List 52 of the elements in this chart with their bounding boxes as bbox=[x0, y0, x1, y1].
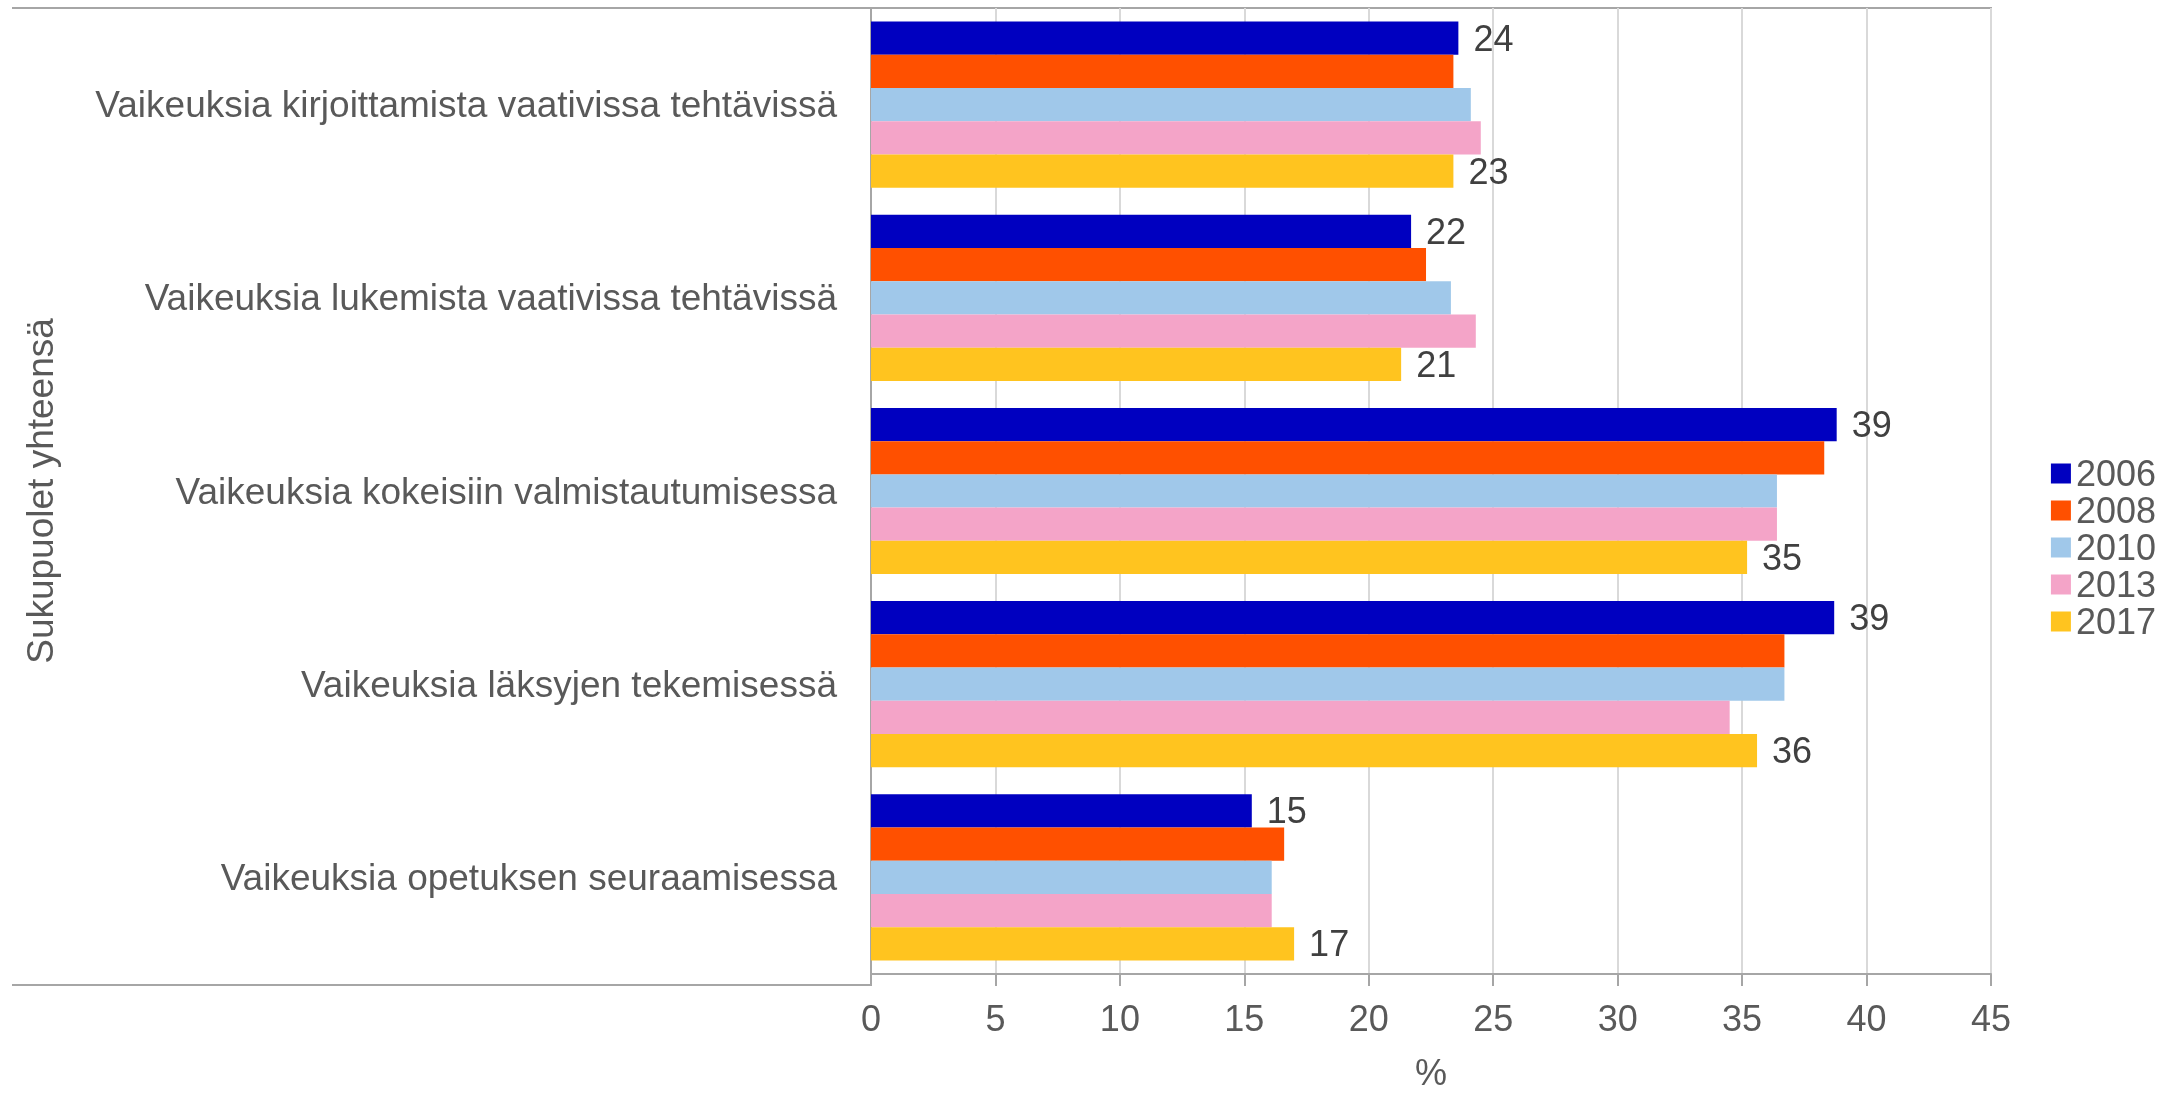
bar bbox=[871, 601, 1835, 635]
bar bbox=[871, 87, 1471, 122]
bar bbox=[871, 474, 1777, 508]
bar bbox=[871, 927, 1295, 961]
data-label: 35 bbox=[1762, 536, 1803, 578]
y-axis-title: Sukupuolet yhteensä bbox=[20, 317, 61, 664]
bar bbox=[871, 21, 1459, 55]
bar bbox=[871, 860, 1272, 895]
x-tick-label: 5 bbox=[985, 997, 1006, 1039]
x-tick-label: 15 bbox=[1224, 997, 1265, 1039]
data-label: 21 bbox=[1416, 343, 1457, 385]
data-label: 36 bbox=[1772, 730, 1813, 772]
data-label: 39 bbox=[1849, 597, 1890, 639]
bar bbox=[871, 827, 1285, 861]
bar bbox=[871, 214, 1412, 248]
y-tick-label: Vaikeuksia läksyjen tekemisessä bbox=[300, 663, 838, 705]
y-tick-label: Vaikeuksia kokeisiin valmistautumisessa bbox=[175, 470, 838, 512]
bar bbox=[871, 634, 1785, 668]
x-tick-label: 35 bbox=[1722, 997, 1763, 1039]
bar bbox=[871, 794, 1252, 828]
data-label: 22 bbox=[1426, 210, 1467, 252]
bar bbox=[871, 700, 1730, 735]
bar bbox=[871, 667, 1785, 701]
bar bbox=[871, 540, 1748, 575]
bar bbox=[871, 347, 1402, 381]
bar bbox=[871, 154, 1454, 188]
bar bbox=[871, 507, 1777, 541]
y-tick-label: Vaikeuksia opetuksen seuraamisessa bbox=[220, 856, 838, 898]
bar bbox=[871, 121, 1481, 155]
x-tick-label: 10 bbox=[1099, 997, 1140, 1039]
bar bbox=[871, 247, 1427, 282]
bar bbox=[871, 734, 1758, 768]
x-axis-title: % bbox=[1414, 1051, 1448, 1093]
data-label: 23 bbox=[1468, 150, 1509, 192]
bar bbox=[871, 281, 1451, 315]
data-label: 17 bbox=[1309, 923, 1350, 965]
x-tick-label: 25 bbox=[1473, 997, 1514, 1039]
x-tick-label: 45 bbox=[1970, 997, 2012, 1039]
data-label: 15 bbox=[1266, 790, 1307, 832]
data-label: 39 bbox=[1851, 404, 1892, 446]
data-label: 24 bbox=[1473, 17, 1514, 59]
y-tick-label: Vaikeuksia lukemista vaativissa tehtävissä bbox=[144, 277, 838, 319]
y-tick-label: Vaikeuksia kirjoittamista vaativissa tehtävissä bbox=[95, 84, 838, 126]
x-tick-label: 30 bbox=[1597, 997, 1638, 1039]
x-tick-label: 20 bbox=[1348, 997, 1389, 1039]
x-tick-label: 40 bbox=[1846, 997, 1887, 1039]
bar bbox=[871, 314, 1476, 348]
bar bbox=[871, 441, 1825, 475]
bar bbox=[871, 54, 1454, 88]
x-tick-label: 0 bbox=[860, 997, 882, 1039]
bar bbox=[871, 894, 1272, 928]
bar bbox=[871, 407, 1837, 442]
